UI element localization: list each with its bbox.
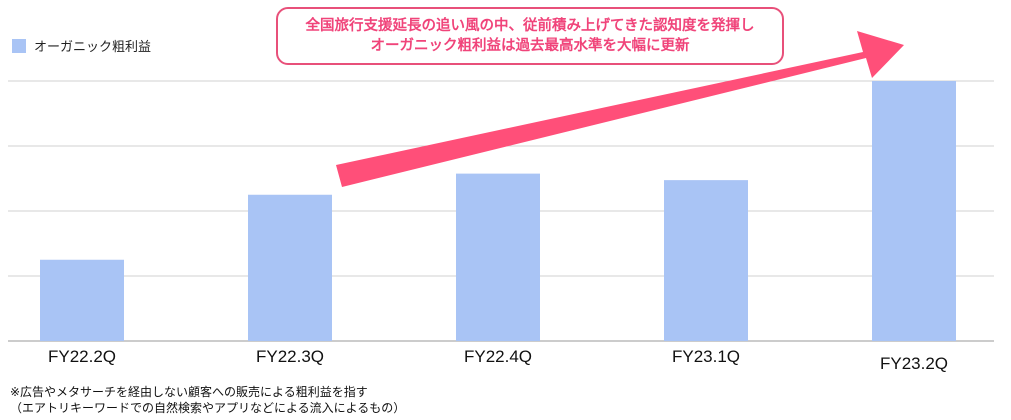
bar-fy23-2q bbox=[872, 81, 956, 341]
bar-fy22-4q bbox=[456, 173, 540, 341]
footnote-line-2: （エアトリキーワードでの自然検索やアプリなどによる流入によるもの） bbox=[10, 401, 406, 415]
x-tick-label: FY23.1Q bbox=[672, 347, 740, 366]
callout-line-2: オーガニック粗利益は過去最高水準を大幅に更新 bbox=[370, 38, 690, 54]
footnote-line-1: ※広告やメタサーチを経由しない顧客への販売による粗利益を指す bbox=[10, 385, 368, 399]
bars bbox=[40, 81, 956, 341]
bar-fy22-2q bbox=[40, 259, 124, 341]
callout-box: 全国旅行支援延長の追い風の中、従前積み上げてきた認知度を発揮し オーガニック粗利… bbox=[276, 7, 784, 65]
legend-swatch bbox=[12, 38, 26, 53]
x-tick-labels: FY22.2Q FY22.3Q FY22.4Q FY23.1Q FY23.2Q bbox=[48, 347, 948, 373]
bar-fy23-1q bbox=[664, 180, 748, 341]
legend: オーガニック粗利益 bbox=[12, 36, 151, 55]
trend-arrow bbox=[336, 31, 904, 187]
x-tick-label: FY23.2Q bbox=[880, 354, 948, 373]
bar-fy22-3q bbox=[248, 194, 332, 341]
legend-label: オーガニック粗利益 bbox=[34, 40, 152, 55]
x-tick-label: FY22.2Q bbox=[48, 347, 116, 366]
callout-line-1: 全国旅行支援延長の追い風の中、従前積み上げてきた認知度を発揮し bbox=[305, 18, 755, 34]
x-tick-label: FY22.4Q bbox=[464, 347, 532, 366]
x-tick-label: FY22.3Q bbox=[256, 347, 324, 366]
